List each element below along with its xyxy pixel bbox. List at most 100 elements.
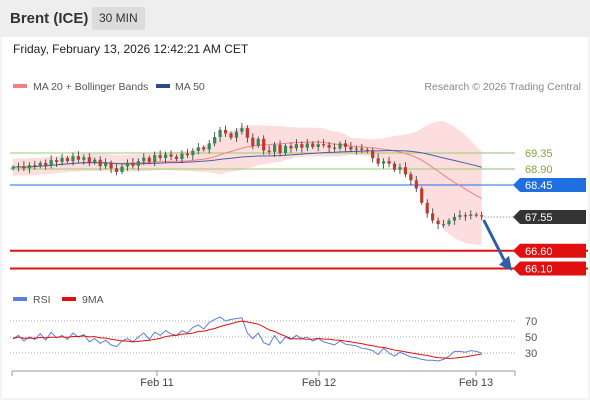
- candle-body: [365, 149, 369, 152]
- bollinger-band: [13, 121, 482, 246]
- candle-body: [174, 156, 179, 160]
- level-label-69.35: 69.35: [525, 148, 553, 160]
- candle-body: [87, 157, 91, 163]
- candle-body: [436, 220, 440, 225]
- candle-body: [164, 154, 168, 158]
- candle-body: [27, 165, 31, 169]
- candle-body: [409, 174, 413, 181]
- candle-body: [142, 157, 146, 162]
- legend-ma50-label: MA 50: [175, 81, 205, 93]
- instrument-title: Brent (ICE): [10, 10, 89, 27]
- candle-body: [382, 161, 386, 164]
- candle-body: [131, 162, 135, 166]
- candle-body: [289, 145, 293, 149]
- legend-ma20-swatch: [13, 84, 27, 88]
- candle-body: [420, 188, 424, 203]
- candle-body: [300, 144, 304, 148]
- legend-rsi-label: RSI: [33, 294, 51, 306]
- candle-body: [16, 166, 21, 168]
- level-label-66.60: 66.60: [525, 246, 553, 258]
- candle-body: [267, 150, 271, 152]
- candle-body: [191, 150, 195, 156]
- candle-body: [474, 214, 478, 216]
- level-label-68.90: 68.90: [525, 164, 553, 176]
- candle-body: [49, 160, 53, 166]
- candle-body: [71, 156, 75, 162]
- candle-body: [431, 213, 435, 221]
- rsi-tick-30: 30: [525, 348, 537, 360]
- legend-9ma-swatch: [62, 297, 76, 301]
- candle-body: [447, 220, 451, 225]
- candle-body: [240, 128, 244, 132]
- candle-body: [158, 155, 162, 158]
- candle-body: [213, 137, 217, 144]
- legend-rsi-swatch: [13, 297, 27, 301]
- candle-body: [469, 214, 473, 216]
- candle-body: [180, 153, 184, 160]
- candle-body: [185, 153, 189, 156]
- x-tick-label: Feb 12: [302, 377, 336, 389]
- candle-body: [414, 180, 418, 189]
- timeframe-badge[interactable]: 30 MIN: [92, 7, 145, 30]
- ma50-line: [12, 150, 482, 168]
- rsi-tick-50: 50: [525, 332, 537, 344]
- candle-body: [311, 143, 315, 147]
- candle-body: [109, 163, 113, 169]
- candle-body: [327, 144, 331, 148]
- legend-9ma-label: 9MA: [82, 294, 104, 306]
- candle-body: [262, 138, 266, 151]
- candle-body: [223, 129, 228, 134]
- candle-body: [273, 144, 277, 152]
- candle-body: [283, 145, 288, 153]
- candle-body: [196, 147, 200, 151]
- x-tick-label: Feb 13: [459, 377, 493, 389]
- candle-body: [371, 151, 375, 159]
- candle-body: [33, 165, 37, 167]
- candle-body: [38, 162, 42, 167]
- candle-body: [458, 215, 462, 217]
- candle-body: [256, 138, 260, 146]
- candle-body: [147, 157, 151, 162]
- candle-body: [207, 143, 211, 150]
- candle-body: [114, 168, 119, 172]
- candle-body: [120, 166, 124, 172]
- candle-body: [278, 144, 282, 153]
- x-tick-label: Feb 11: [140, 377, 173, 389]
- candle-body: [294, 144, 298, 149]
- candle-body: [153, 155, 157, 162]
- chart-datetime: Friday, February 13, 2026 12:42:21 AM CE…: [13, 42, 249, 56]
- candle-body: [98, 159, 102, 167]
- main-plot: [10, 121, 588, 271]
- candle-body: [218, 129, 222, 137]
- level-label-67.55: 67.55: [525, 212, 553, 224]
- candle-body: [229, 133, 233, 138]
- candle-body: [463, 215, 467, 217]
- candle-body: [398, 167, 402, 170]
- candle-body: [22, 166, 26, 169]
- header-bar: Brent (ICE) 30 MIN: [0, 0, 590, 37]
- candle-body: [136, 161, 140, 166]
- candle-body: [44, 162, 48, 166]
- candle-body: [11, 167, 15, 169]
- legend-ma50-swatch: [156, 84, 170, 88]
- level-label-66.10: 66.10: [525, 264, 553, 276]
- candle-body: [452, 217, 457, 221]
- candle-body: [169, 154, 173, 157]
- candle-body: [349, 146, 353, 150]
- candle-body: [104, 163, 108, 167]
- rsi-line: [12, 316, 482, 362]
- candle-body: [316, 144, 320, 147]
- level-label-68.45: 68.45: [525, 180, 553, 192]
- candle-body: [93, 159, 97, 163]
- rsi-tick-70: 70: [525, 316, 537, 328]
- rsi-plot: 70 50 30: [10, 316, 537, 362]
- projection-arrow-shaft: [482, 219, 507, 263]
- candle-body: [251, 137, 255, 146]
- candle-body: [322, 144, 326, 146]
- candle-body: [376, 158, 380, 164]
- candle-body: [392, 163, 397, 170]
- legend-ma20-label: MA 20 + Bollinger Bands: [33, 81, 148, 93]
- level-labels: 69.35 68.90 68.45 67.55 66.60 66.10: [513, 148, 586, 276]
- candle-body: [425, 202, 429, 214]
